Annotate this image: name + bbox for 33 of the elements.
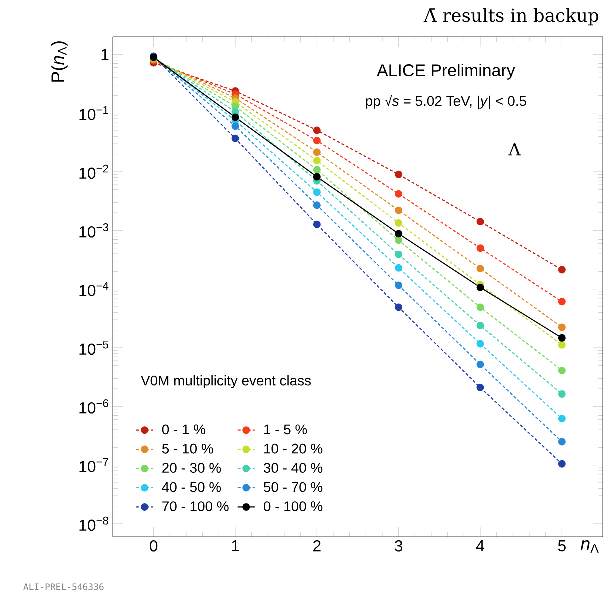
legend-label: 40 - 50 % [162, 482, 222, 492]
legend-label: 0 - 100 % [264, 502, 323, 512]
legend-label: 1 - 5 % [264, 424, 308, 435]
y-tick-label: 10$^{−1}$ [80, 106, 108, 120]
legend-title: V0M multiplicity event class [141, 376, 312, 389]
x-tick-label: 4 [476, 540, 484, 552]
y-tick-label: 10$^{−5}$ [80, 340, 109, 356]
legend-label: 0 - 1 % [162, 424, 206, 435]
y-tick-label: 10$^{−2}$ [80, 164, 108, 180]
y-tick-label: 10$^{−4}$ [80, 282, 109, 296]
legend-label: 70 - 100 % [162, 502, 229, 512]
x-tick-label: 2 [314, 540, 321, 552]
legend-label: 20 - 30 % [162, 463, 222, 474]
text: Λ̄ results in backup [424, 8, 599, 26]
x-tick-label: 3 [395, 540, 403, 552]
y-tick-label: 1 [102, 49, 109, 60]
legend-label: 10 - 20 % [264, 444, 323, 454]
y-tick-label: 10$^{−8}$ [80, 516, 108, 532]
y-tick-label: 10$^{−6}$ [80, 400, 108, 414]
legend-label: 30 - 40 % [264, 463, 323, 474]
text: ALI-PREL-546336 [24, 584, 104, 590]
x-axis-title: n$_{Λ}$ [580, 540, 599, 553]
y-tick-label: 10$^{−7}$ [80, 458, 108, 472]
x-tick-label: 1 [232, 540, 240, 552]
y-axis-title: P(n$_{Λ}$) [51, 42, 68, 82]
annotation: pp √s = 5.02 TeV, |y| < 0.5 [366, 95, 526, 109]
x-tick-label: 5 [558, 540, 566, 552]
y-tick-label: 10$^{−3}$ [80, 224, 108, 238]
legend-label: 5 - 10 % [162, 444, 214, 454]
x-tick-label: 0 [150, 540, 158, 552]
legend-label: 50 - 70 % [264, 482, 323, 492]
annotation: ALICE Preliminary [377, 64, 516, 80]
annotation: Λ [508, 143, 522, 156]
